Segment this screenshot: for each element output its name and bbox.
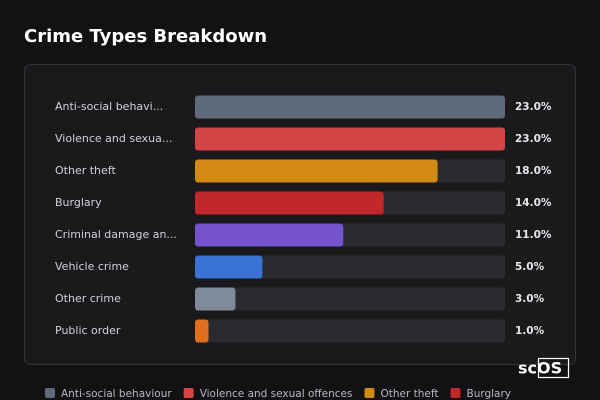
legend-swatch [45, 388, 55, 398]
category-label: Public order [55, 324, 121, 337]
category-label: Criminal damage an... [55, 228, 177, 241]
value-label: 23.0% [515, 133, 552, 145]
bar [195, 127, 505, 151]
bar-track [195, 255, 505, 279]
bar [195, 223, 344, 247]
bar [195, 319, 209, 343]
value-label: 14.0% [515, 197, 552, 209]
legend-label: Violence and sexual offences [200, 388, 353, 400]
value-label: 18.0% [515, 165, 552, 177]
value-label: 5.0% [515, 261, 545, 273]
bar-track [195, 319, 505, 343]
bar [195, 159, 438, 183]
bar [195, 287, 236, 311]
value-label: 1.0% [515, 325, 545, 337]
bar-track [195, 287, 505, 311]
category-label: Other crime [55, 292, 121, 305]
legend-swatch [450, 388, 461, 398]
legend-label: Anti-social behaviour [61, 388, 172, 400]
value-label: 3.0% [515, 293, 545, 305]
legend-label: Burglary [466, 388, 511, 400]
legend-swatch [364, 388, 375, 398]
bar [195, 191, 384, 215]
watermark: scOS [518, 359, 562, 378]
bar [195, 255, 263, 279]
bar [195, 95, 505, 119]
logo-box [537, 357, 570, 379]
category-label: Burglary [55, 196, 102, 209]
category-label: Vehicle crime [55, 260, 129, 273]
legend-label: Other theft [380, 388, 438, 400]
category-label: Other theft [55, 164, 116, 177]
chart-title: Crime Types Breakdown [24, 26, 267, 47]
legend-swatch [183, 388, 194, 398]
category-label: Violence and sexua... [55, 132, 172, 145]
value-label: 23.0% [515, 101, 552, 113]
category-label: Anti-social behavi... [55, 100, 163, 113]
value-label: 11.0% [515, 229, 552, 241]
